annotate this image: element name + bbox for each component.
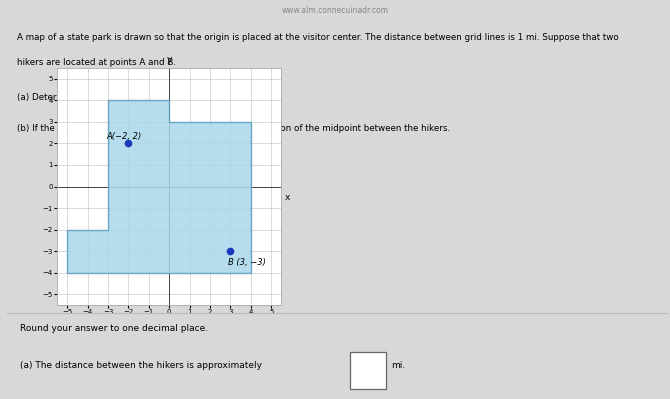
Text: www.alm.connecuinadr.com: www.alm.connecuinadr.com [281,6,389,16]
Text: mi.: mi. [391,361,405,370]
Text: y: y [166,55,172,64]
Text: B (3, −3): B (3, −3) [228,258,266,267]
Text: Round your answer to one decimal place.: Round your answer to one decimal place. [20,324,208,332]
Text: (a) The distance between the hikers is approximately: (a) The distance between the hikers is a… [20,361,262,370]
Text: x: x [285,193,290,202]
Text: A map of a state park is drawn so that the origin is placed at the visitor cente: A map of a state park is drawn so that t… [17,33,618,41]
Text: (b) If the hikers want to meet for lunch, determine the location of the midpoint: (b) If the hikers want to meet for lunch… [17,124,450,134]
Text: (a) Determine the distance between the hikers.: (a) Determine the distance between the h… [17,93,224,102]
Text: hikers are located at points A and B.: hikers are located at points A and B. [17,58,176,67]
FancyBboxPatch shape [350,352,386,389]
Polygon shape [67,100,251,273]
Text: A(−2, 2): A(−2, 2) [107,132,142,141]
